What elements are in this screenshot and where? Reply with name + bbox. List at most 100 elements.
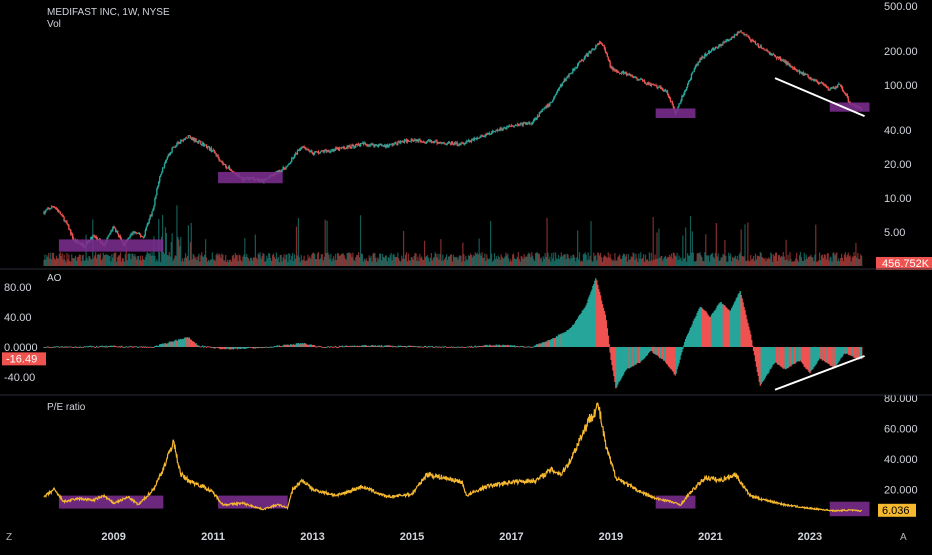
volume-bar [539, 258, 541, 266]
ao-bar [209, 346, 212, 348]
candle-body [808, 77, 810, 79]
candle-body [410, 139, 412, 142]
candle-body [597, 43, 599, 45]
candle-body [599, 41, 602, 43]
candle-body [741, 32, 743, 34]
volume-bar [784, 259, 786, 266]
candle-body [593, 48, 595, 50]
candle-body [516, 123, 519, 126]
volume-bar [825, 259, 827, 266]
ao-bar [659, 347, 661, 359]
volume-bar [64, 259, 66, 266]
candle-body [466, 141, 468, 144]
candle-body [145, 226, 148, 231]
volume-bar [197, 256, 199, 266]
volume-bar [788, 261, 790, 266]
ao-bar [331, 346, 333, 348]
volume-bar [727, 261, 729, 266]
candle-body [489, 133, 492, 135]
candle-body [45, 210, 47, 212]
volume-bar [58, 253, 60, 266]
volume-bar [570, 255, 572, 266]
volume-bar [191, 259, 193, 266]
ao-bar [570, 327, 572, 347]
ao-bar [590, 291, 592, 347]
candle-body [133, 231, 135, 234]
volume-bar [651, 260, 653, 266]
candle-body [632, 76, 634, 78]
candle-body [165, 159, 168, 162]
volume-bar [195, 256, 197, 266]
ao-bar [386, 345, 389, 347]
volume-bar [582, 254, 584, 266]
candle-body [764, 49, 766, 51]
volume-bar [793, 261, 795, 266]
volume-bar [607, 252, 609, 266]
ao-bar [722, 303, 724, 347]
candle-body [71, 233, 73, 235]
ao-bar [238, 347, 240, 349]
ao-bar [548, 340, 550, 347]
volume-bar [694, 261, 696, 266]
volume-last-badge [876, 257, 932, 270]
volume-bar [451, 261, 453, 266]
candle-body [314, 151, 317, 153]
candle-body [376, 145, 378, 146]
ao-bar [217, 347, 219, 349]
candle-body [685, 89, 687, 91]
volume-bar [251, 260, 254, 266]
candle-body [65, 220, 67, 222]
candle-body [49, 208, 52, 210]
volume-bar [650, 253, 652, 266]
ao-bar [663, 347, 666, 361]
ao-bar [791, 347, 793, 365]
price-pane[interactable]: 500.00200.00100.0040.0020.0010.005.002.5… [43, 1, 932, 273]
volume-bar [371, 261, 373, 266]
candle-body [817, 83, 820, 85]
candle-body [744, 34, 746, 36]
volume-bar [532, 255, 534, 266]
timezone-icon[interactable]: Z [6, 532, 13, 543]
time-axis[interactable]: 2009 2011 2013 2015 2017 2019 2021 2023 [101, 531, 822, 543]
ao-bar [145, 347, 148, 348]
volume-bar [156, 258, 158, 266]
candle-body [194, 138, 196, 142]
ao-bar [447, 347, 450, 348]
volume-bar [436, 257, 438, 266]
volume-bar [671, 258, 673, 266]
volume-bar [859, 258, 861, 266]
ao-bar [858, 347, 860, 360]
candle-body [135, 232, 137, 234]
ao-bar [700, 306, 702, 347]
volume-bar [383, 257, 386, 266]
pe-highlight-box [829, 501, 870, 517]
ao-bar [482, 346, 484, 348]
ao-bar [175, 339, 177, 347]
volume-bar [240, 260, 242, 266]
ao-bar [382, 346, 385, 348]
volume-bar [143, 260, 146, 266]
ao-bar [316, 346, 319, 348]
candle-body [524, 122, 526, 124]
volume-bar [840, 253, 843, 266]
ao-bar [641, 347, 644, 360]
volume-bar [298, 257, 300, 266]
candle-body [181, 140, 184, 141]
candle-body [474, 138, 477, 139]
volume-bar [327, 252, 329, 266]
volume-bar [722, 253, 724, 266]
volume-bar [709, 254, 712, 266]
ao-bar [374, 345, 376, 347]
ao-bar [803, 347, 805, 367]
volume-bar [335, 253, 337, 266]
auto-scale-icon[interactable]: A [900, 532, 907, 543]
volume-bar [764, 257, 766, 266]
volume-bar [284, 259, 286, 266]
candle-body [217, 154, 219, 158]
volume-bar [258, 254, 260, 266]
volume-bar [828, 260, 830, 266]
ao-bar [115, 346, 118, 348]
